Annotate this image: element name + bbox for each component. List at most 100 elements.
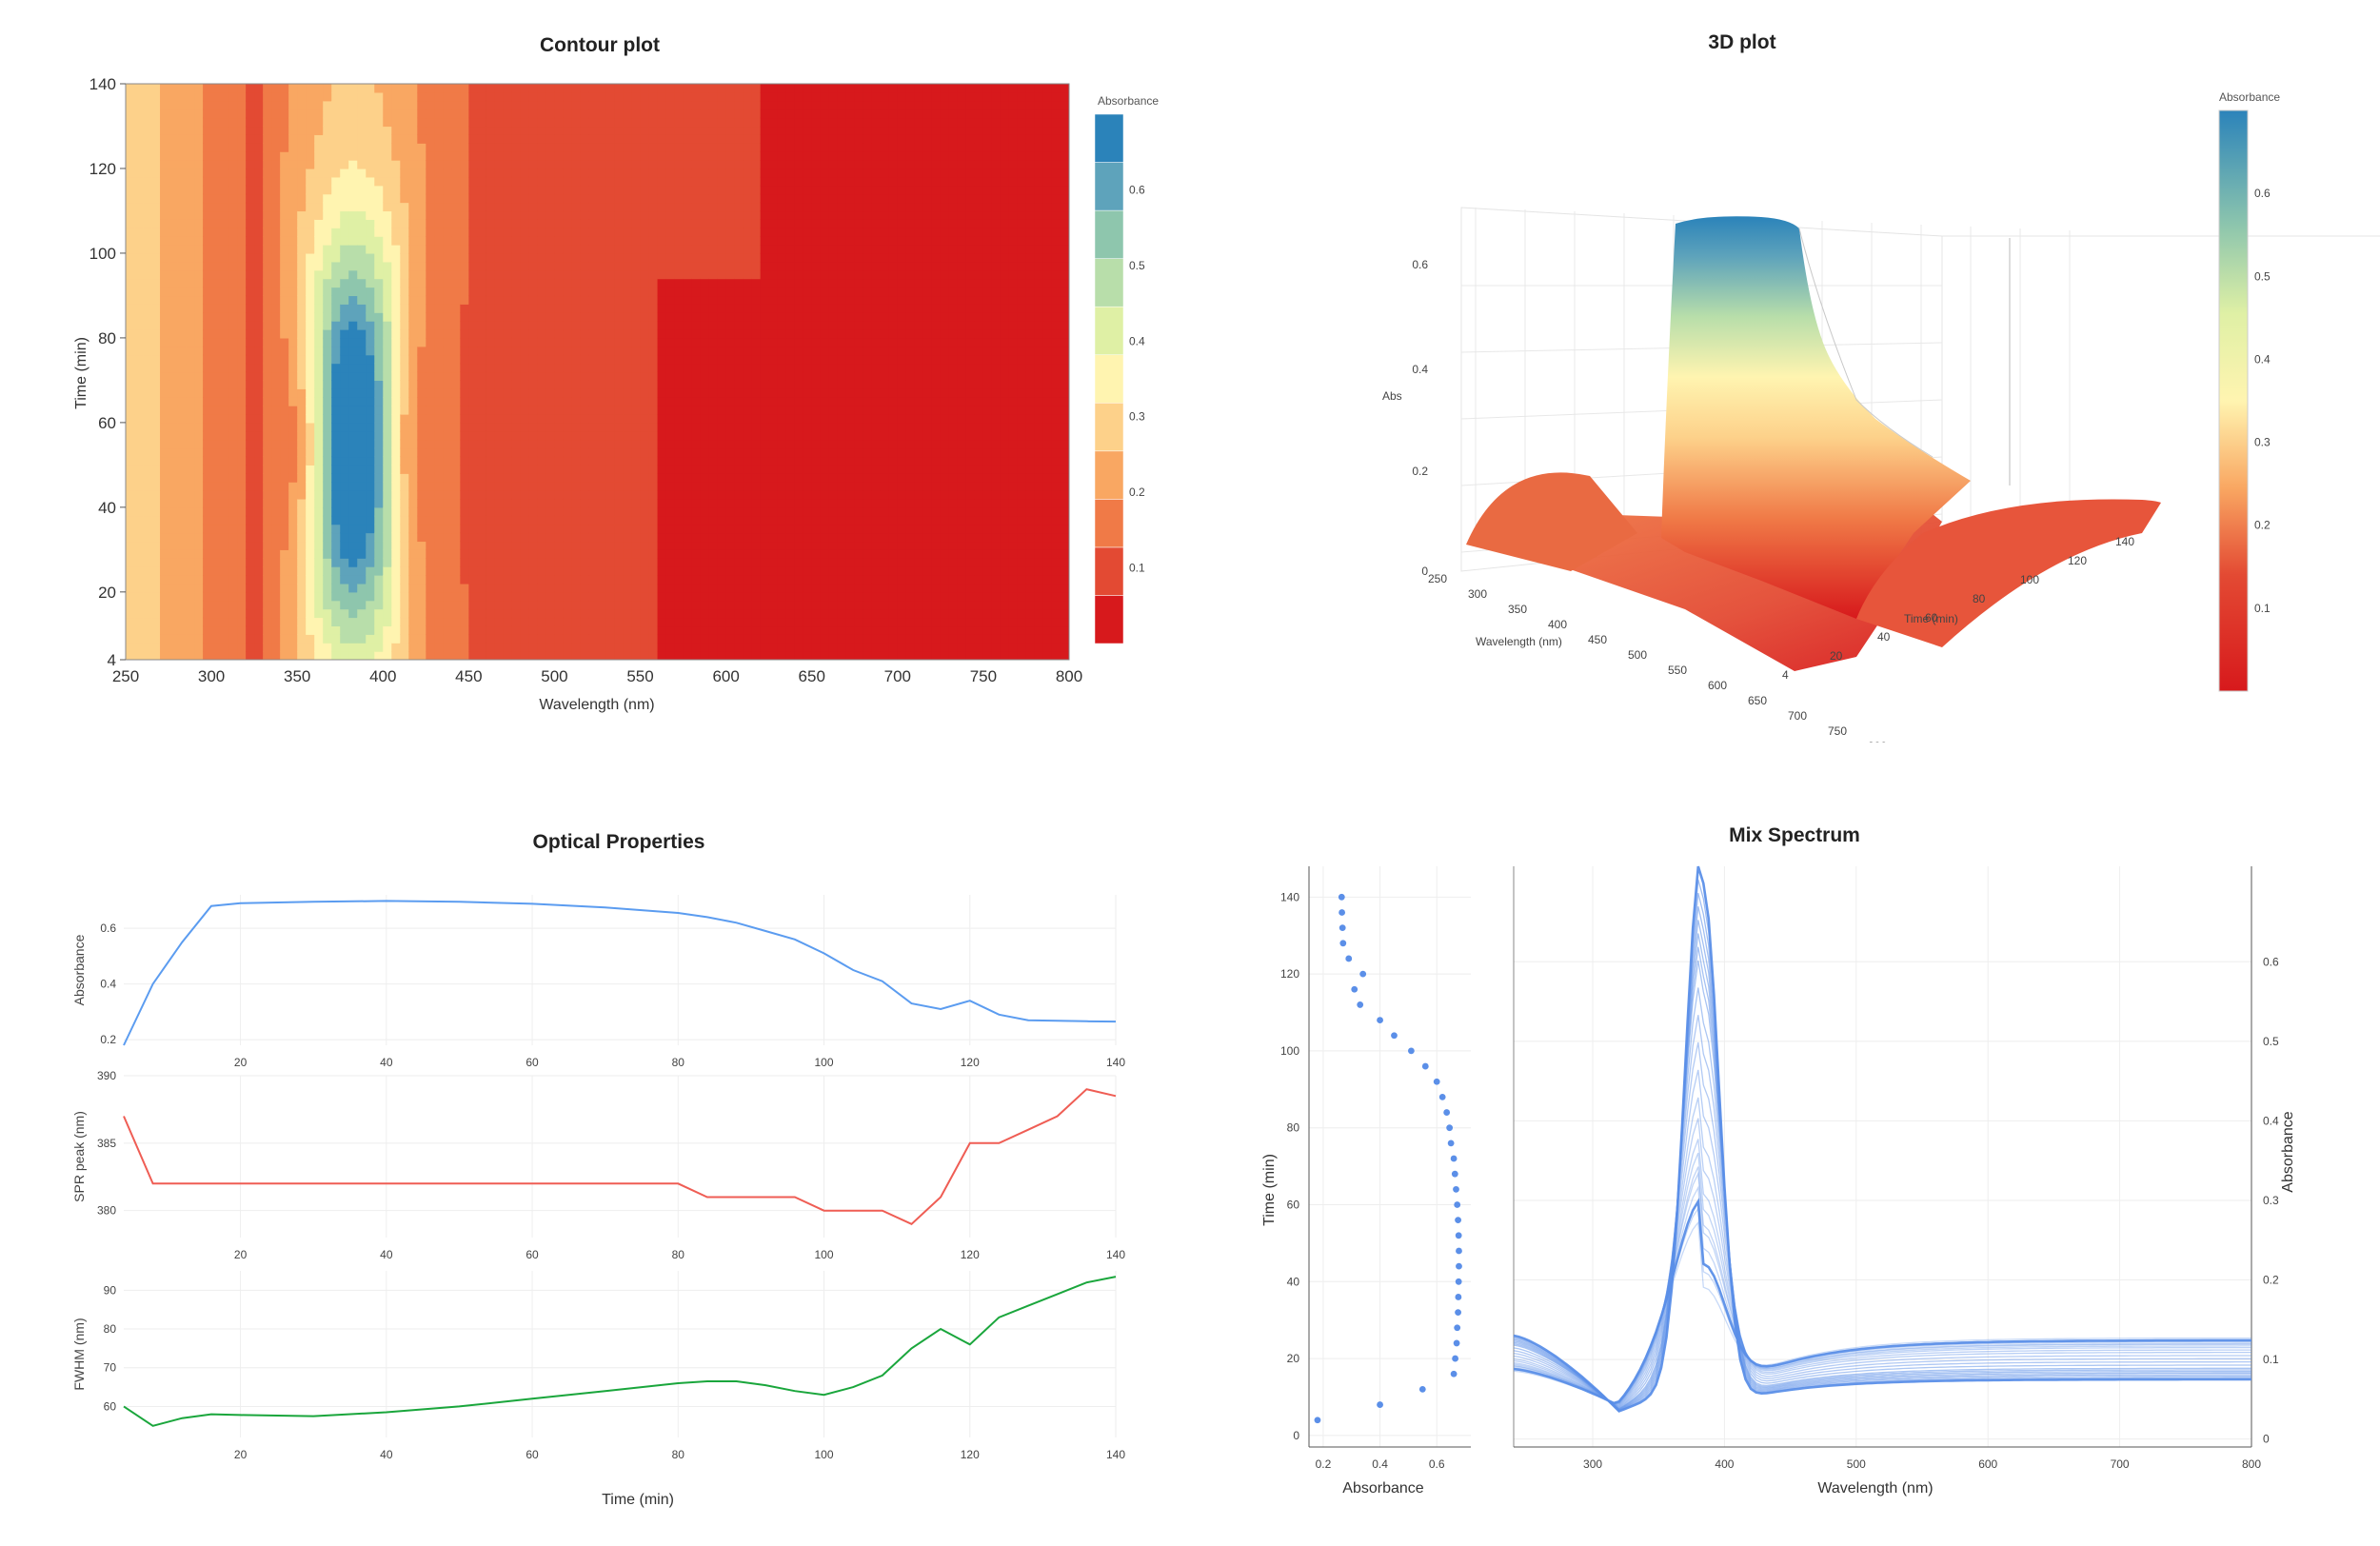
contour-cell (623, 506, 633, 517)
contour-cell (631, 295, 642, 305)
contour-cell (400, 651, 409, 660)
contour-cell (717, 506, 727, 517)
contour-cell (297, 430, 307, 441)
contour-cell (537, 143, 547, 152)
contour-cell (408, 591, 418, 602)
contour-cell (460, 185, 469, 195)
contour-cell (443, 304, 452, 313)
contour-cell (126, 354, 135, 365)
contour-cell (683, 608, 693, 619)
contour-cell (545, 117, 556, 128)
contour-cell (451, 202, 461, 212)
contour-cell (545, 143, 556, 152)
contour-cell (211, 252, 221, 263)
contour-cell (323, 566, 332, 576)
contour-cell (648, 252, 659, 263)
contour-cell (717, 422, 727, 432)
contour-cell (434, 219, 444, 228)
contour-cell (691, 287, 702, 297)
contour-cell (374, 193, 384, 204)
contour-cell (451, 193, 461, 204)
contour-cell (691, 312, 702, 322)
contour-cell (605, 506, 616, 517)
contour-cell (631, 413, 642, 424)
contour-cell (194, 346, 204, 356)
contour-cell (554, 295, 565, 305)
contour-cell (400, 625, 409, 635)
contour-cell (640, 482, 650, 491)
contour-cell (451, 134, 461, 144)
contour-cell (306, 608, 315, 619)
contour-cell (331, 245, 341, 254)
contour-cell (468, 566, 478, 576)
contour-cell (426, 634, 435, 644)
contour-cell (640, 312, 650, 322)
contour-cell (460, 651, 469, 660)
contour-cell (126, 447, 135, 458)
contour-cell (220, 252, 229, 263)
contour-cell (220, 541, 229, 550)
contour-cell (443, 269, 452, 280)
contour-cell (331, 210, 341, 220)
contour-cell (151, 498, 161, 508)
contour-cell (631, 473, 642, 483)
contour-cell (408, 600, 418, 610)
contour-cell (151, 439, 161, 449)
contour-cell (331, 422, 341, 432)
contour-cell (511, 558, 522, 567)
contour-cell (460, 304, 469, 313)
contour-cell (477, 126, 486, 135)
contour-cell (400, 295, 409, 305)
contour-cell (503, 109, 513, 119)
contour-cell (657, 261, 667, 271)
contour-cell (554, 346, 565, 356)
contour-cell (246, 143, 255, 152)
contour-cell (563, 608, 573, 619)
contour-cell (228, 363, 238, 373)
contour-cell (391, 643, 401, 652)
contour-cell (545, 388, 556, 398)
contour-cell (323, 261, 332, 271)
contour-cell (374, 651, 384, 660)
contour-cell (203, 617, 212, 627)
contour-cell (588, 160, 599, 169)
contour-cell (374, 168, 384, 178)
contour-cell (751, 643, 762, 652)
contour-cell (297, 210, 307, 220)
contour-cell (743, 210, 753, 220)
contour-cell (177, 252, 187, 263)
contour-cell (623, 168, 633, 178)
contour-cell (314, 413, 324, 424)
contour-cell (434, 371, 444, 381)
contour-cell (169, 261, 178, 271)
contour-cell (691, 143, 702, 152)
contour-cell (169, 219, 178, 228)
contour-cell (220, 566, 229, 576)
contour-cell (331, 456, 341, 466)
contour-cell (468, 329, 478, 339)
contour-cell (246, 287, 255, 297)
contour-cell (468, 456, 478, 466)
contour-cell (246, 515, 255, 525)
contour-cell (691, 126, 702, 135)
contour-cell (169, 380, 178, 389)
contour-cell (237, 532, 247, 543)
contour-cell (126, 430, 135, 441)
contour-cell (348, 371, 358, 381)
contour-cell (554, 575, 565, 585)
contour-cell (374, 109, 384, 119)
contour-cell (400, 100, 409, 110)
contour-cell (366, 91, 375, 102)
contour-cell (391, 134, 401, 144)
contour-cell (134, 202, 144, 212)
contour-cell (631, 634, 642, 644)
contour-cell (503, 388, 513, 398)
contour-cell (383, 337, 392, 347)
contour-cell (383, 109, 392, 119)
contour-cell (314, 524, 324, 534)
contour-cell (288, 210, 298, 220)
contour-cell (211, 134, 221, 144)
contour-cell (211, 84, 221, 93)
contour-cell (143, 354, 152, 365)
contour-cell (186, 176, 195, 187)
